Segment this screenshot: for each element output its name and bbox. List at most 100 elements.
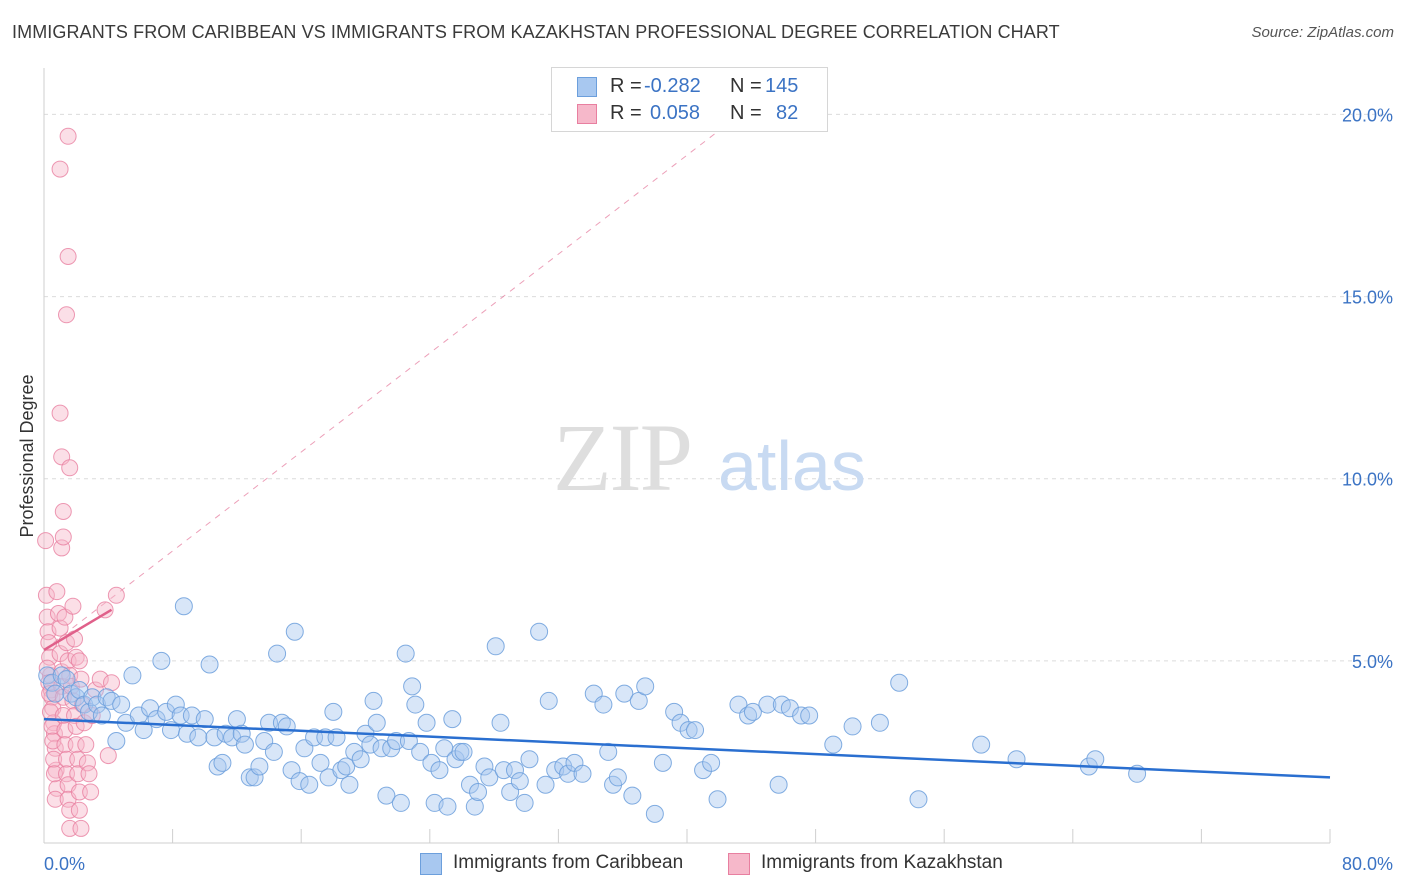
caribbean-point: [272, 713, 291, 732]
caribbean-legend-label: Immigrants from Caribbean: [453, 852, 684, 873]
caribbean-point: [406, 695, 425, 714]
stats-legend: R = -0.282 N = 145 R = 0.058 N = 82: [551, 67, 828, 132]
kazakhstan-point: [61, 459, 79, 477]
caribbean-point: [260, 713, 279, 732]
caribbean-point: [88, 695, 107, 714]
caribbean-point: [285, 622, 304, 641]
x-tick-label-min: 0.0%: [44, 854, 85, 874]
caribbean-point: [361, 735, 380, 754]
caribbean-point: [510, 772, 529, 791]
n-value: 145: [765, 75, 799, 97]
caribbean-point: [465, 797, 484, 816]
caribbean-point: [174, 597, 193, 616]
kazakhstan-point: [59, 248, 77, 265]
kazakhstan-point: [91, 670, 109, 688]
kazakhstan-legend-label: Immigrants from Kazakhstan: [761, 852, 1003, 873]
caribbean-point: [387, 732, 406, 750]
kazakhstan-point: [56, 721, 74, 739]
caribbean-point: [780, 699, 799, 718]
caribbean-point: [520, 750, 539, 769]
caribbean-point: [1007, 750, 1026, 769]
caribbean-legend-swatch: [420, 853, 442, 875]
kazakhstan-point: [78, 754, 96, 772]
kazakhstan-points: [37, 127, 125, 837]
caribbean-point: [505, 761, 524, 780]
caribbean-point: [337, 757, 356, 776]
kazakhstan-point: [38, 608, 56, 626]
caribbean-point: [213, 753, 232, 772]
caribbean-point: [536, 775, 555, 794]
kazakhstan-point: [69, 750, 87, 768]
caribbean-point: [491, 713, 510, 732]
kazakhstan-point: [41, 648, 59, 666]
kazakhstan-point: [58, 306, 76, 324]
caribbean-point: [679, 721, 698, 740]
caribbean-point: [636, 677, 655, 696]
caribbean-point: [290, 772, 309, 791]
caribbean-point: [208, 757, 227, 776]
stats-row-caribbean: R = -0.282 N = 145: [552, 74, 827, 100]
kazakhstan-point: [37, 532, 55, 550]
kazakhstan-point: [80, 765, 98, 783]
caribbean-point: [377, 786, 396, 805]
kazakhstan-point: [45, 765, 63, 783]
caribbean-point: [300, 775, 319, 794]
kazakhstan-point: [64, 692, 82, 710]
kazakhstan-point: [53, 539, 71, 557]
caribbean-point: [800, 706, 819, 725]
watermark: ZIP atlas: [553, 404, 866, 511]
caribbean-point: [250, 757, 269, 776]
caribbean-point: [739, 706, 758, 725]
kazakhstan-point: [77, 736, 95, 754]
caribbean-point: [205, 728, 224, 747]
caribbean-point: [311, 753, 330, 772]
caribbean-point: [615, 684, 634, 703]
kazakhstan-point: [64, 597, 82, 615]
caribbean-point: [909, 790, 928, 809]
caribbean-point: [411, 742, 430, 761]
caribbean-point: [438, 797, 457, 816]
caribbean-trend-line: [43, 717, 1331, 779]
kazakhstan-point: [70, 652, 88, 670]
caribbean-point: [367, 713, 386, 732]
kazakhstan-point: [82, 783, 100, 801]
caribbean-point: [573, 764, 592, 783]
kazakhstan-swatch: [577, 104, 597, 124]
r-label: R =: [610, 102, 642, 124]
trend-lines: [43, 608, 1331, 779]
axes: [43, 68, 1331, 844]
caribbean-swatch: [577, 77, 597, 97]
caribbean-point: [890, 673, 909, 692]
n-label: N =: [730, 102, 762, 124]
caribbean-point: [702, 753, 721, 772]
caribbean-point: [245, 768, 264, 787]
y-axis-label: Professional Degree: [17, 374, 37, 537]
kazakhstan-point: [67, 736, 85, 754]
watermark-zip: ZIP: [553, 404, 691, 511]
kazakhstan-trend-dashed: [43, 117, 736, 651]
kazakhstan-point: [103, 674, 121, 692]
caribbean-point: [97, 688, 116, 707]
kazakhstan-point: [70, 801, 88, 819]
caribbean-point: [599, 742, 618, 761]
y-tick-label: 10.0%: [1342, 470, 1393, 490]
caribbean-point: [391, 793, 410, 812]
caribbean-point: [972, 735, 991, 754]
caribbean-point: [653, 753, 672, 772]
caribbean-point: [870, 713, 889, 732]
grid-lines: [44, 113, 1395, 662]
caribbean-point: [443, 710, 462, 729]
r-label: R =: [610, 75, 642, 97]
kazakhstan-point: [67, 717, 85, 735]
caribbean-point: [480, 768, 499, 787]
kazakhstan-point: [51, 619, 69, 637]
caribbean-point: [623, 786, 642, 805]
caribbean-point: [112, 695, 131, 714]
caribbean-point: [102, 691, 121, 710]
caribbean-point: [134, 721, 153, 740]
caribbean-point: [235, 735, 254, 754]
caribbean-point: [608, 768, 627, 787]
caribbean-point: [708, 790, 727, 809]
series-legend: Immigrants from Caribbean Immigrants fro…: [0, 850, 1406, 880]
